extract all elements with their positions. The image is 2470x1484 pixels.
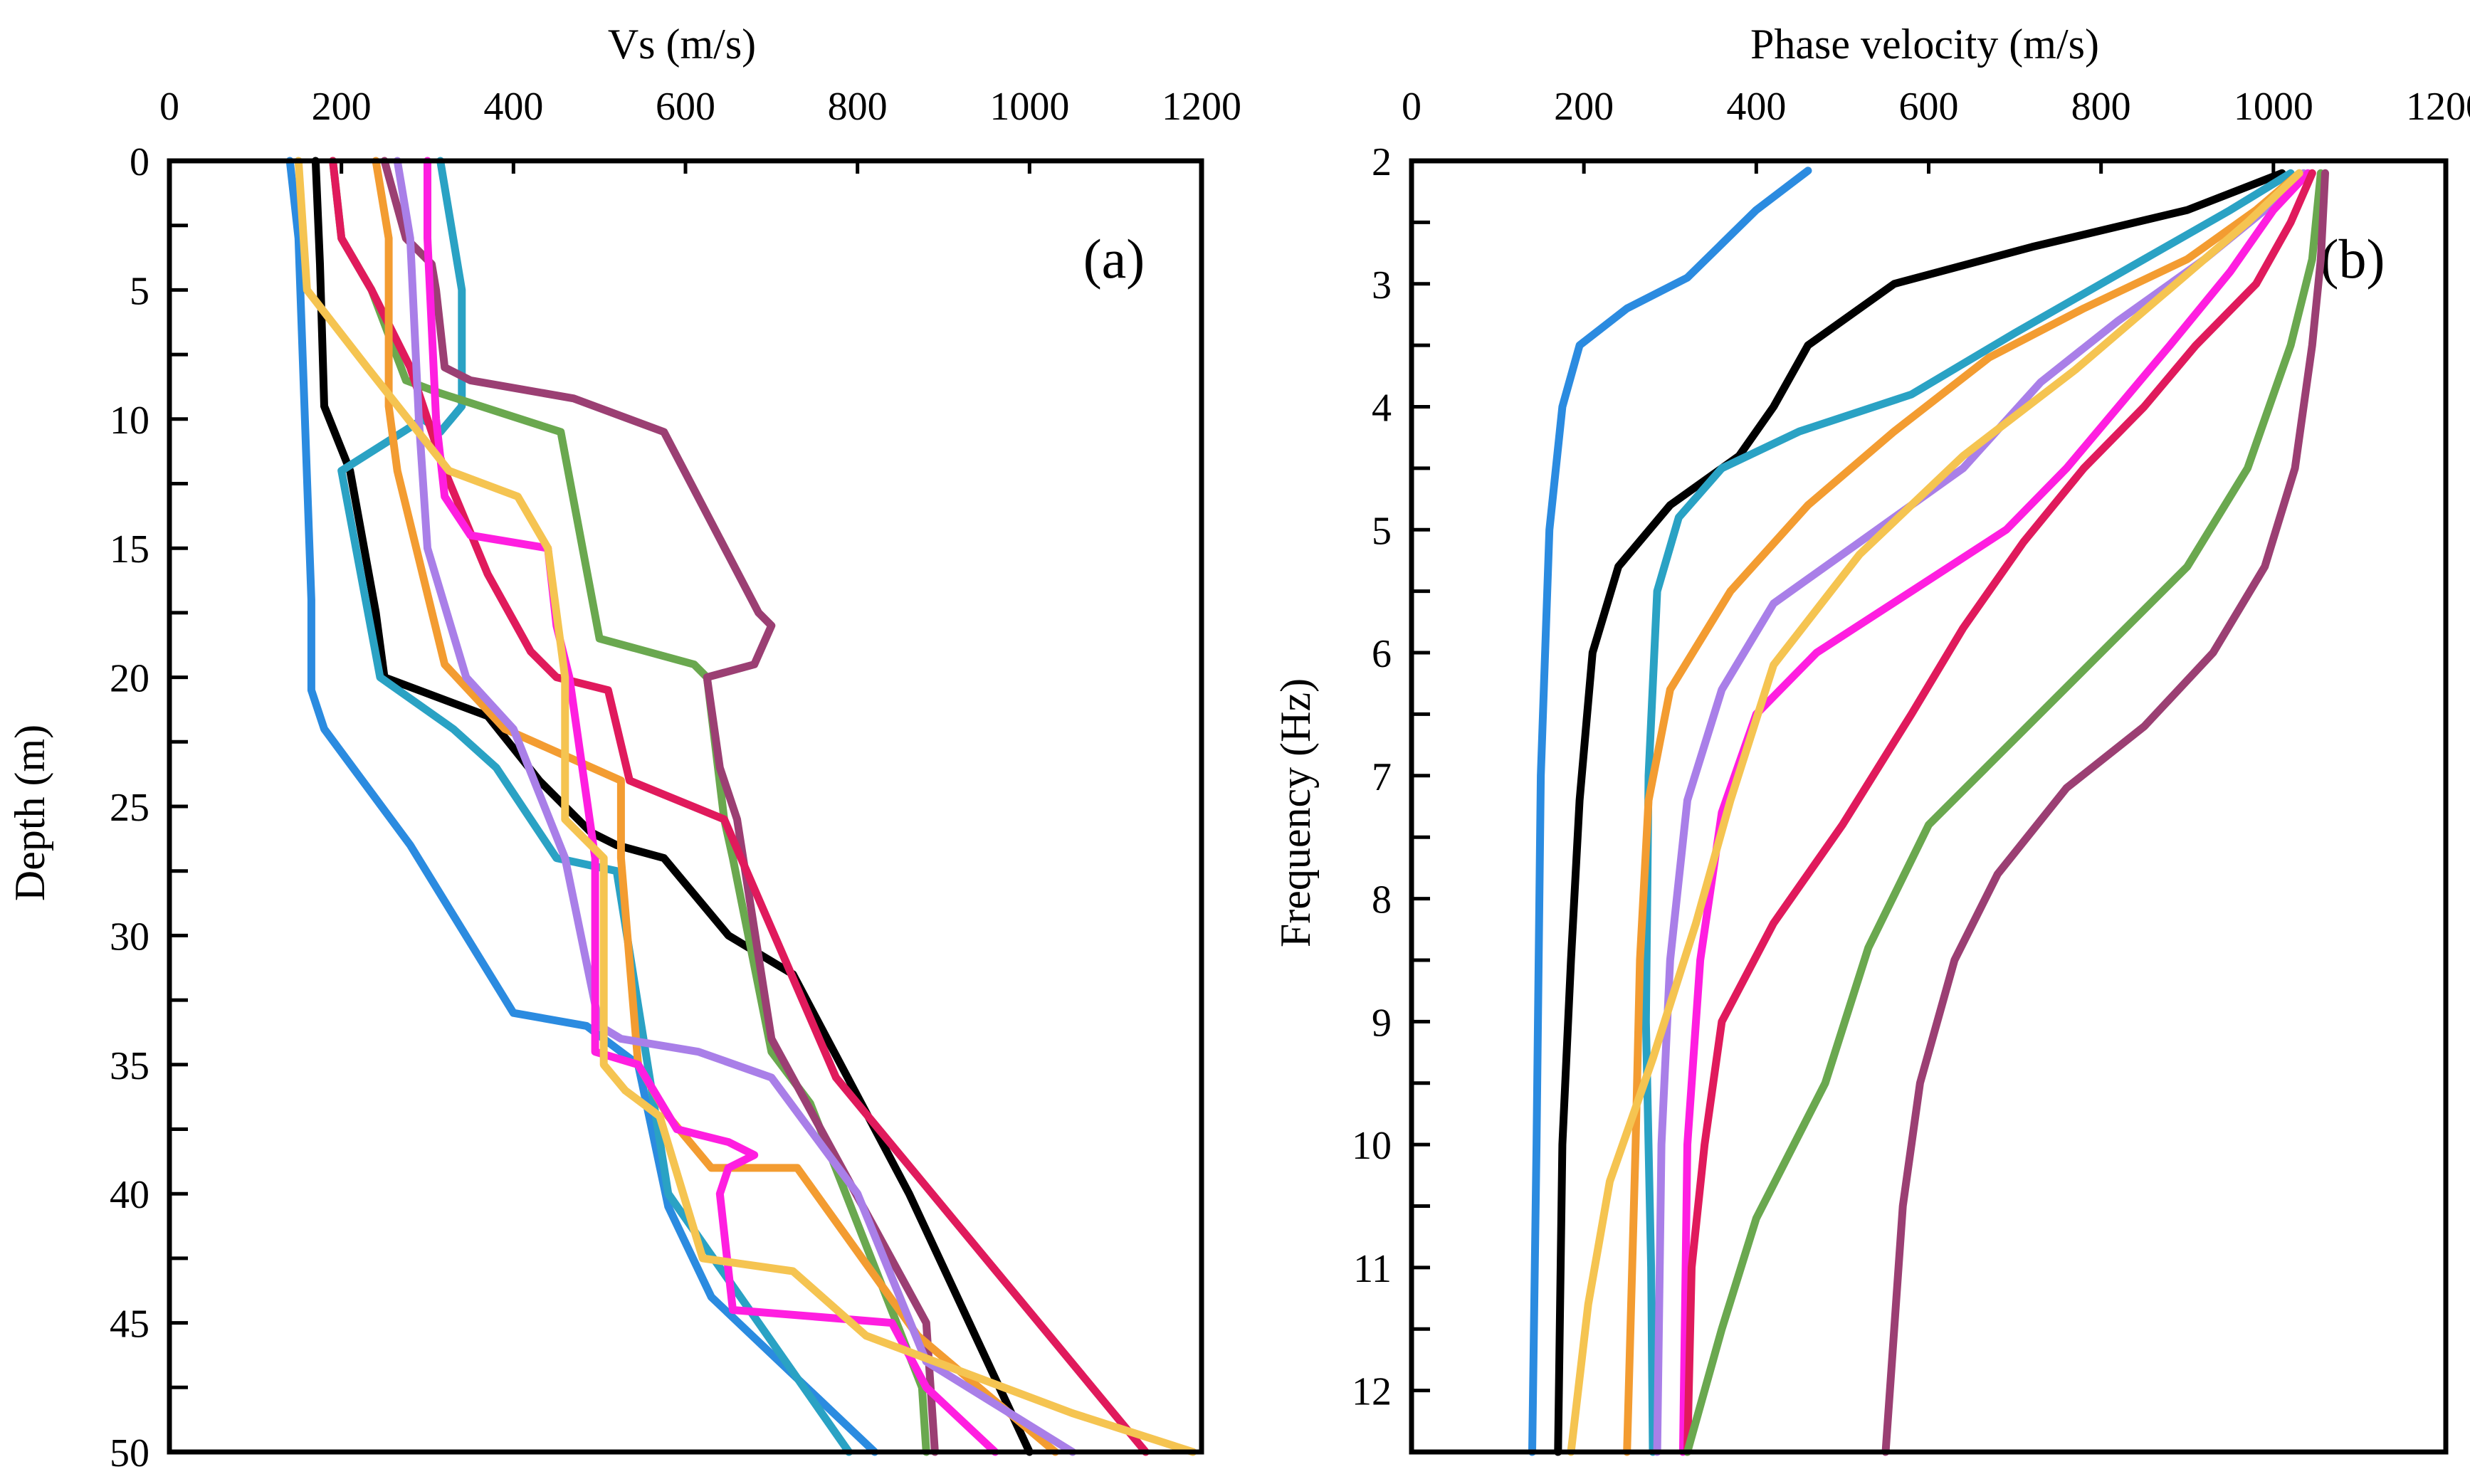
panel-a-y-tick-label: 5 — [130, 269, 149, 313]
panel-b-dispersion-curves: Phase velocity (m/s) Frequency (Hz) (b) … — [1272, 21, 2470, 1456]
panel-b-y-tick-label: 10 — [1352, 1124, 1392, 1168]
panel-a-series-line-7 — [372, 157, 1060, 1456]
panel-b-y-tick-label: 7 — [1372, 755, 1392, 799]
panel-b-label: (b) — [2321, 228, 2385, 290]
panel-a-y-tick-label: 50 — [110, 1431, 149, 1475]
panel-a-series-line-3 — [337, 157, 853, 1456]
panel-a-y-tick-label: 20 — [110, 657, 149, 701]
panel-b-y-tick-label: 8 — [1372, 878, 1392, 922]
panel-b-x-tick-label: 400 — [1726, 85, 1786, 129]
panel-a-series-group — [285, 157, 1197, 1456]
panel-b-y-axis-label: Frequency (Hz) — [1272, 678, 1319, 947]
panel-a-x-tick-label: 800 — [828, 85, 888, 129]
panel-a-x-tick-label: 200 — [312, 85, 372, 129]
panel-a-label: (a) — [1083, 228, 1145, 290]
panel-b-series-line-10 — [1881, 169, 2329, 1456]
panel-b-y-tick-label: 2 — [1372, 140, 1392, 184]
panel-a-series-line-1 — [311, 157, 1034, 1456]
panel-b-frame — [1409, 158, 2449, 1455]
panel-a-y-tick-label: 25 — [110, 786, 149, 830]
panel-b-series-line-4 — [1623, 169, 2303, 1456]
panel-b-series-line-6 — [1678, 169, 2312, 1456]
panel-a-frame — [167, 158, 1204, 1455]
panel-a-series-line-6 — [329, 157, 1150, 1456]
panel-b-series-line-9 — [1683, 169, 2325, 1456]
panel-b-y-tick-label: 5 — [1372, 509, 1392, 553]
panel-a-y-tick-label: 0 — [130, 140, 149, 184]
panel-a-y-tick-label: 10 — [110, 399, 149, 443]
panel-a-series-line-4 — [329, 157, 930, 1456]
panel-b-series-line-8 — [1683, 169, 2316, 1456]
panel-a-series-line-10 — [294, 157, 1197, 1456]
panel-b-x-tick-label: 1000 — [2234, 85, 2313, 129]
panel-a-axes: 0 200 400 600 800 1000 1200 0 5 10 15 20 25 30 35 40 45 5… — [110, 85, 1241, 1475]
panel-a-series-line-9 — [424, 157, 999, 1456]
panel-a-y-tick-label: 30 — [110, 915, 149, 959]
panel-b-y-tick-label: 6 — [1372, 632, 1392, 676]
panel-b-series-line-3 — [1641, 169, 2295, 1456]
panel-a-x-tick-label: 1200 — [1162, 85, 1241, 129]
panel-a-x-axis-label: Vs (m/s) — [608, 21, 756, 68]
panel-b-x-tick-label: 200 — [1554, 85, 1614, 129]
panel-a-y-tick-label: 35 — [110, 1044, 149, 1088]
panel-b-y-tick-label: 9 — [1372, 1001, 1392, 1045]
panel-a-velocity-profile: Vs (m/s) Depth (m) (a) 0 200 400 600 800 1000… — [6, 21, 1241, 1475]
panel-a-y-tick-label: 40 — [110, 1173, 149, 1217]
panel-a-series-line-5 — [380, 157, 939, 1456]
panel-a-x-tick-label: 1000 — [989, 85, 1069, 129]
panel-b-axes: 0 200 400 600 800 1000 1200 2 3 4 5 6 7 8 9 10 11 12 — [1352, 85, 2470, 1414]
panel-b-y-tick-label: 4 — [1372, 386, 1392, 431]
panel-b-x-tick-label: 1200 — [2406, 85, 2470, 129]
panel-b-y-tick-label: 3 — [1372, 263, 1392, 307]
panel-a-x-tick-label: 600 — [656, 85, 715, 129]
panel-a-y-axis-label: Depth (m) — [6, 725, 53, 901]
panel-b-y-tick-label: 12 — [1352, 1370, 1392, 1414]
panel-b-series-group — [1528, 167, 2329, 1456]
panel-a-x-tick-label: 0 — [159, 85, 179, 129]
panel-b-x-axis-label: Phase velocity (m/s) — [1750, 21, 2099, 68]
panel-b-series-line-7 — [1567, 169, 2303, 1456]
panel-b-x-tick-label: 0 — [1402, 85, 1421, 129]
panel-b-series-line-2 — [1554, 169, 2286, 1456]
panel-a-x-tick-label: 400 — [483, 85, 543, 129]
panel-a-y-tick-label: 45 — [110, 1303, 149, 1347]
panel-b-x-tick-label: 800 — [2071, 85, 2131, 129]
panel-a-y-tick-label: 15 — [110, 527, 149, 572]
panel-b-series-line-1 — [1528, 167, 1812, 1456]
panel-b-x-tick-label: 600 — [1899, 85, 1959, 129]
panel-a-series-line-2 — [285, 157, 879, 1456]
panel-b-y-tick-label: 11 — [1353, 1247, 1392, 1291]
